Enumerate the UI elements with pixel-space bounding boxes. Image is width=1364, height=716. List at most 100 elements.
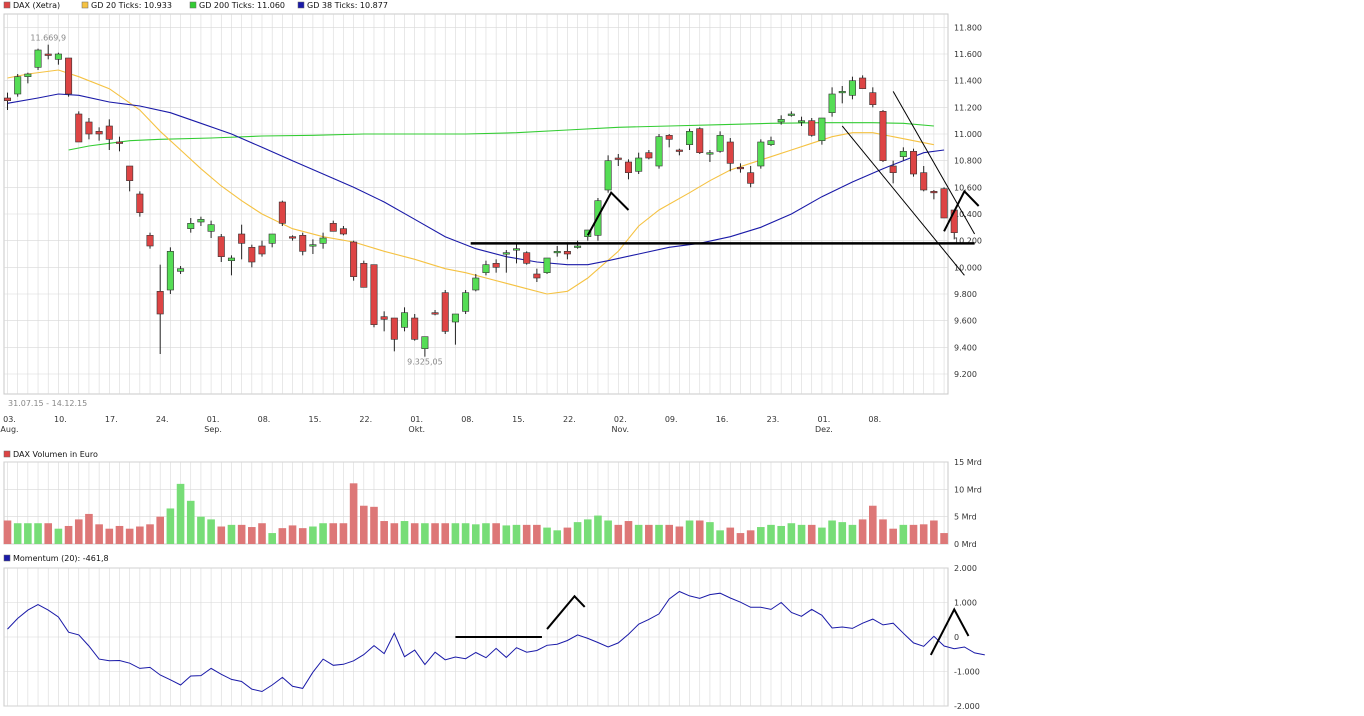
volume-bar [136, 526, 144, 544]
volume-bar [125, 528, 134, 544]
volume-bar [665, 524, 673, 544]
volume-bar [115, 525, 124, 544]
candle-body [258, 245, 266, 255]
candle-body [716, 135, 724, 152]
volume-bar [706, 522, 714, 544]
volume-bar [716, 530, 724, 544]
price-x-tick-label: 02. [614, 415, 627, 424]
candle-body [553, 251, 561, 254]
candle-body [869, 92, 877, 105]
volume-bar [533, 524, 541, 544]
price-y-tick-label: 10.400 [954, 210, 982, 219]
candle-body [563, 251, 571, 255]
candle-body [238, 233, 246, 244]
candle-body [329, 223, 337, 232]
legend-price-1-swatch [81, 1, 89, 9]
volume-bar [522, 524, 531, 544]
candle-body [512, 248, 520, 251]
candle-body [543, 257, 551, 273]
volume-bar [909, 524, 918, 544]
volume-bar [899, 524, 908, 544]
candle-body [523, 252, 531, 264]
price-x-tick-label: 01. [818, 415, 831, 424]
legend-price-3-swatch [297, 1, 305, 9]
candle-body [65, 57, 73, 95]
candle-body [350, 241, 358, 277]
candle-body [54, 53, 62, 60]
legend-price-1-label: GD 20 Ticks: 10.933 [91, 1, 172, 10]
candle-body [146, 235, 154, 247]
candle-body [818, 117, 826, 141]
price-x-tick-label: 17. [105, 415, 118, 424]
price-x-tick-label: 08. [868, 415, 881, 424]
candle-body [309, 244, 317, 247]
candle-body [940, 188, 948, 219]
volume-bar [186, 500, 195, 544]
trend-line [841, 125, 965, 276]
price-y-tick-label: 9.600 [954, 317, 977, 326]
candle-body [635, 157, 643, 172]
momentum-y-tick-label: 2.000 [954, 564, 977, 573]
volume-bar [543, 527, 551, 544]
legend-price-0-swatch [3, 1, 11, 9]
volume-bar [421, 523, 429, 544]
candle-body [757, 141, 765, 167]
candle-body [177, 268, 185, 272]
volume-bar [380, 521, 388, 544]
volume-bar [746, 530, 755, 544]
candle-body [431, 312, 439, 315]
volume-bar [248, 527, 256, 544]
volume-bar [34, 523, 42, 544]
candle-body [920, 172, 928, 191]
volume-bar [217, 526, 226, 544]
volume-bar [858, 519, 867, 544]
high-annotation: 11.669,9 [30, 34, 66, 43]
candle-body [462, 292, 470, 312]
candle-body [655, 136, 663, 167]
price-y-tick-label: 10.600 [954, 183, 982, 192]
volume-bar [838, 522, 847, 544]
volume-bar [146, 524, 154, 544]
price-y-tick-label: 11.800 [954, 23, 982, 32]
candle-body [604, 160, 612, 191]
price-arrow [586, 191, 630, 236]
candle-body [859, 77, 867, 89]
volume-bar [64, 525, 73, 544]
candle-body [686, 131, 694, 145]
price-y-tick-label: 11.600 [954, 50, 982, 59]
volume-bar [197, 516, 205, 544]
candle-body [24, 73, 32, 77]
legend-price-2-label: GD 200 Ticks: 11.060 [199, 1, 285, 10]
ma38-line [7, 93, 945, 266]
candle-body [848, 80, 856, 96]
volume-bar [319, 523, 327, 544]
candle-body [492, 263, 500, 268]
volume-y-tick-label: 0 Mrd [954, 540, 977, 549]
volume-bar [583, 519, 592, 544]
candle-body [675, 149, 683, 152]
candle-body [472, 277, 480, 291]
volume-bar [400, 521, 409, 544]
momentum-arrow [929, 607, 970, 656]
price-x-month-label: Sep. [204, 425, 222, 434]
price-x-month-label: Okt. [408, 425, 425, 434]
volume-bar [258, 523, 266, 544]
price-x-tick-label: 24. [156, 415, 169, 424]
volume-bar [482, 523, 490, 544]
volume-bar [360, 505, 368, 544]
volume-bar [940, 533, 948, 544]
price-y-tick-label: 11.400 [954, 77, 982, 86]
candle-body [787, 113, 795, 116]
volume-bar [237, 524, 246, 544]
volume-bar [44, 523, 53, 544]
price-x-tick-label: 23. [767, 415, 780, 424]
volume-bar [553, 530, 562, 544]
price-x-tick-label: 10. [54, 415, 67, 424]
legend-momentum-swatch [3, 554, 11, 562]
candle-body [380, 316, 388, 320]
legend-momentum-label: Momentum (20): -461,8 [13, 554, 109, 563]
candle-body [451, 313, 459, 323]
trend-line [892, 91, 976, 235]
low-annotation: 9.325,05 [407, 358, 443, 367]
